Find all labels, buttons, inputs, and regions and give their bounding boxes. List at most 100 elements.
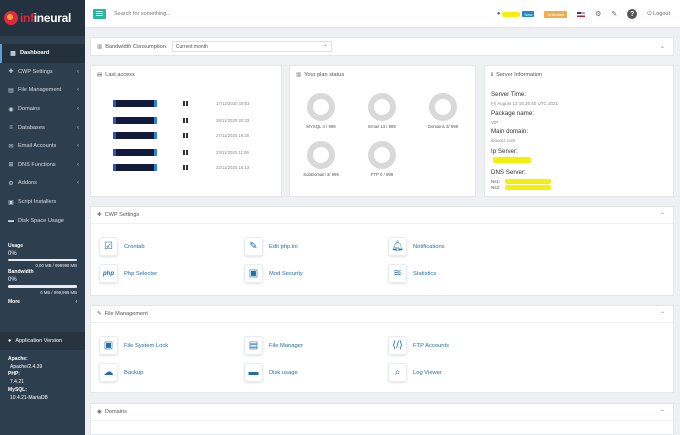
logout-button[interactable]: ⏻ Logout <box>647 11 670 18</box>
apache-value: Apache/2.4.39 <box>10 363 43 370</box>
ftp-icon: ⟨/⟩ <box>388 336 407 355</box>
globe-icon: ◉ <box>97 409 102 415</box>
usage-label: Usage <box>8 242 24 249</box>
list-item: 28/11/2020 20:33 <box>113 116 283 124</box>
edit-icon: ✎ <box>97 311 102 317</box>
logo-icon <box>4 11 18 25</box>
domains-header: ◉ Domains ⌃ <box>91 404 673 421</box>
ip-server-label: Ip Server: <box>491 148 518 155</box>
backup-link[interactable]: ☁ Backup <box>99 363 143 382</box>
windows-icon <box>183 100 188 106</box>
user-menu[interactable]: ● New <box>497 11 535 17</box>
crontab-link[interactable]: ☑ Crontab <box>99 237 145 256</box>
ftp-donut <box>368 141 396 169</box>
bandwidth-progress-bar <box>8 285 77 288</box>
file-manager-link[interactable]: ▤ File Manager <box>244 336 303 355</box>
usage-value: 0,00 MB / 999999 MB <box>35 263 77 269</box>
sidebar-item-label: File Management <box>18 87 62 94</box>
edit-php-ini-link[interactable]: ✎ Edit php.ini <box>244 237 298 256</box>
mod-security-link[interactable]: ▣ Mod Security <box>244 264 303 283</box>
sidebar-item-label: Disk Space Usage <box>18 217 65 224</box>
sidebar-item-label: Addons <box>18 180 37 187</box>
ns1-label: Ns1: <box>491 179 501 184</box>
power-icon: ⏻ <box>647 10 652 17</box>
server-info-panel: ℹ Server Information Server Time: Fri Au… <box>484 65 674 197</box>
sidebar-item-label: Domains <box>18 106 41 113</box>
chevron-up-icon[interactable]: ⌃ <box>659 212 665 219</box>
more-toggle[interactable]: More ‹ <box>8 299 77 305</box>
sidebar-item-email-accounts[interactable]: ✉ Email Accounts ‹ <box>0 137 85 156</box>
file-manager-icon: ▤ <box>244 336 263 355</box>
user-icon: ● <box>496 11 501 17</box>
wrench-icon[interactable]: ✎ <box>611 11 618 18</box>
sidebar-item-disk-space-usage[interactable]: ▬ Disk Space Usage <box>0 211 85 230</box>
sidebar-item-databases[interactable]: ≡ Databases ‹ <box>0 118 85 137</box>
menu-toggle-button[interactable] <box>93 8 106 19</box>
bandwidth-period-select[interactable]: Current month <box>171 41 332 52</box>
php-selector-link[interactable]: php Php Selector <box>99 264 157 283</box>
us-flag-icon[interactable] <box>577 11 586 17</box>
ip-redacted <box>113 116 157 124</box>
windows-icon <box>183 117 188 123</box>
sidebar-item-dns-functions[interactable]: ⊞ DNS Functions ‹ <box>0 156 85 175</box>
chevron-left-icon: ‹ <box>77 68 79 75</box>
sidebar-item-label: DNS Functions <box>18 161 56 168</box>
statistics-link[interactable]: ≋ Statistics <box>388 264 436 283</box>
file-management-header: ✎ File Management ⌃ <box>91 306 673 323</box>
windows-icon <box>183 132 188 138</box>
logo-text: infineural <box>20 11 72 25</box>
server-info-header: ℹ Server Information <box>485 66 673 83</box>
dns-server-label: DNS Server: <box>491 169 526 176</box>
file-management-panel: ✎ File Management ⌃ ▣ File System Lock ▤… <box>90 305 674 393</box>
ftp-label: FTP 0 / 999 <box>370 172 394 177</box>
access-date: 22/11/2020 16:13 <box>216 164 250 170</box>
email-label: Email 13 / 999 <box>368 124 396 129</box>
chevron-up-icon[interactable]: ⌃ <box>659 409 665 416</box>
crontab-icon: ☑ <box>99 237 118 256</box>
dns-icon: ⊞ <box>8 162 14 169</box>
disk-usage-link[interactable]: ▬ Disk usage <box>244 363 298 382</box>
sidebar-item-addons[interactable]: ⚙ Addons ‹ <box>0 174 85 193</box>
file-management-title: File Management <box>104 311 148 317</box>
server-time-label: Server Time: <box>491 91 527 98</box>
stats-icon: ≋ <box>388 264 407 283</box>
bandwidth-value: 0 MB / 999,999 MB <box>40 289 77 295</box>
notifications-link[interactable]: 🔔︎ Notifications <box>388 237 445 256</box>
sidebar-item-cwp-settings[interactable]: ✚ CWP Settings ‹ <box>0 63 85 82</box>
bandwidth-title: Bandwidth Consumption <box>105 43 166 50</box>
logout-label: Logout <box>653 10 670 17</box>
chevron-left-icon: ‹ <box>77 87 79 94</box>
mysql-donut <box>307 93 335 121</box>
chevron-up-icon[interactable]: ⌃ <box>659 311 665 318</box>
usage-percent: 0% <box>8 250 17 257</box>
list-item: 22/11/2020 16:13 <box>113 163 283 171</box>
file-system-lock-link[interactable]: ▣ File System Lock <box>99 336 168 355</box>
domains-label: Domains 3/ 999 <box>427 124 459 129</box>
settings-icon[interactable]: ⚙ <box>595 11 602 18</box>
ns2-redacted <box>505 185 551 190</box>
topbar-actions: ● New Unlimited ⚙ ✎ ? ⏻ Logout <box>497 0 670 28</box>
chevron-down-icon[interactable]: ⌄ <box>659 44 665 50</box>
brand-logo[interactable]: infineural <box>0 0 85 36</box>
php-label: PHP: <box>8 371 20 378</box>
bandwidth-panel: ▥ Bandwidth Consumption Current month ⌄ <box>90 37 674 56</box>
disk-icon: ▬ <box>244 363 263 382</box>
sidebar-item-file-management[interactable]: ▤ File Management ‹ <box>0 81 85 100</box>
php-value: 7.4.21 <box>10 379 24 386</box>
sidebar-item-domains[interactable]: ◉ Domains ‹ <box>0 100 85 119</box>
access-date: 23/11/2020 11:09 <box>216 149 249 155</box>
help-icon[interactable]: ? <box>627 9 638 19</box>
search-input[interactable] <box>114 10 364 17</box>
domains-donut <box>429 93 457 121</box>
sidebar-item-label: Email Accounts <box>18 143 57 150</box>
sidebar-item-dashboard[interactable]: ▦ Dashboard <box>0 44 85 63</box>
apache-label: Apache: <box>8 355 28 362</box>
sidebar-item-script-installers[interactable]: ▣ Script Installers <box>0 193 85 212</box>
topbar: ● New Unlimited ⚙ ✎ ? ⏻ Logout <box>85 0 680 28</box>
windows-icon <box>183 164 188 170</box>
list-item: 17/12/2020 19:53 <box>113 99 283 107</box>
main-domain-value: iboomz.com <box>491 138 516 143</box>
ip-redacted <box>113 131 157 139</box>
ftp-accounts-link[interactable]: ⟨/⟩ FTP Accounts <box>388 336 449 355</box>
log-viewer-link[interactable]: ⌕ Log Viewer <box>388 363 442 382</box>
